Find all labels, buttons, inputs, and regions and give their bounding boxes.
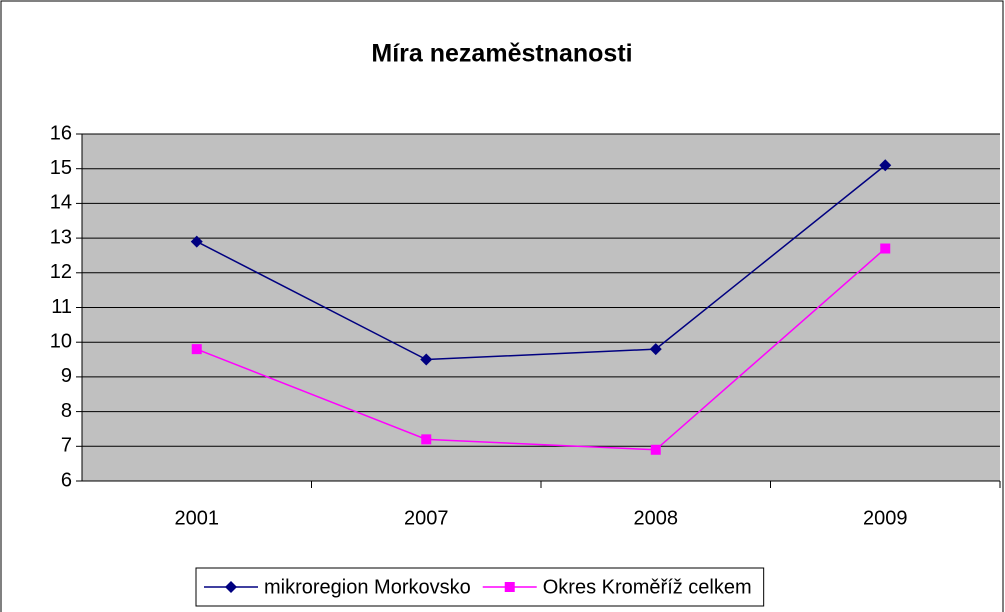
y-tick-label: 13 — [50, 226, 72, 248]
series-line — [196, 247, 886, 451]
legend-label: mikroregion Morkovsko — [264, 576, 471, 598]
y-tick-label: 7 — [61, 435, 72, 457]
marker — [421, 434, 432, 445]
x-tick-label: 2007 — [404, 507, 449, 529]
marker — [879, 159, 892, 172]
y-tick-label: 14 — [50, 192, 72, 214]
y-tick-label: 10 — [50, 330, 72, 352]
y-tick-label: 12 — [50, 261, 72, 283]
marker — [650, 444, 661, 455]
series-line — [196, 164, 886, 361]
x-tick-label: 2008 — [634, 507, 679, 529]
y-tick-label: 8 — [61, 400, 72, 422]
x-tick-label: 2001 — [175, 507, 220, 529]
marker — [504, 582, 515, 592]
legend-label: Okres Kroměříž celkem — [543, 576, 752, 598]
y-tick-label: 15 — [50, 157, 72, 179]
marker — [649, 343, 662, 356]
marker — [880, 243, 891, 254]
y-tick-label: 9 — [61, 365, 72, 387]
marker — [420, 353, 433, 366]
x-tick-label: 2009 — [863, 507, 908, 529]
legend-box — [195, 567, 765, 607]
marker — [225, 581, 237, 593]
y-tick-label: 6 — [61, 469, 72, 491]
y-tick-label: 16 — [50, 122, 72, 144]
legend: mikroregion Morkovsko Okres Kroměříž celk… — [195, 567, 765, 607]
marker — [190, 235, 203, 248]
y-tick-label: 11 — [51, 296, 72, 318]
marker — [191, 344, 202, 355]
chart-title: Míra nezaměstnanosti — [371, 40, 632, 68]
